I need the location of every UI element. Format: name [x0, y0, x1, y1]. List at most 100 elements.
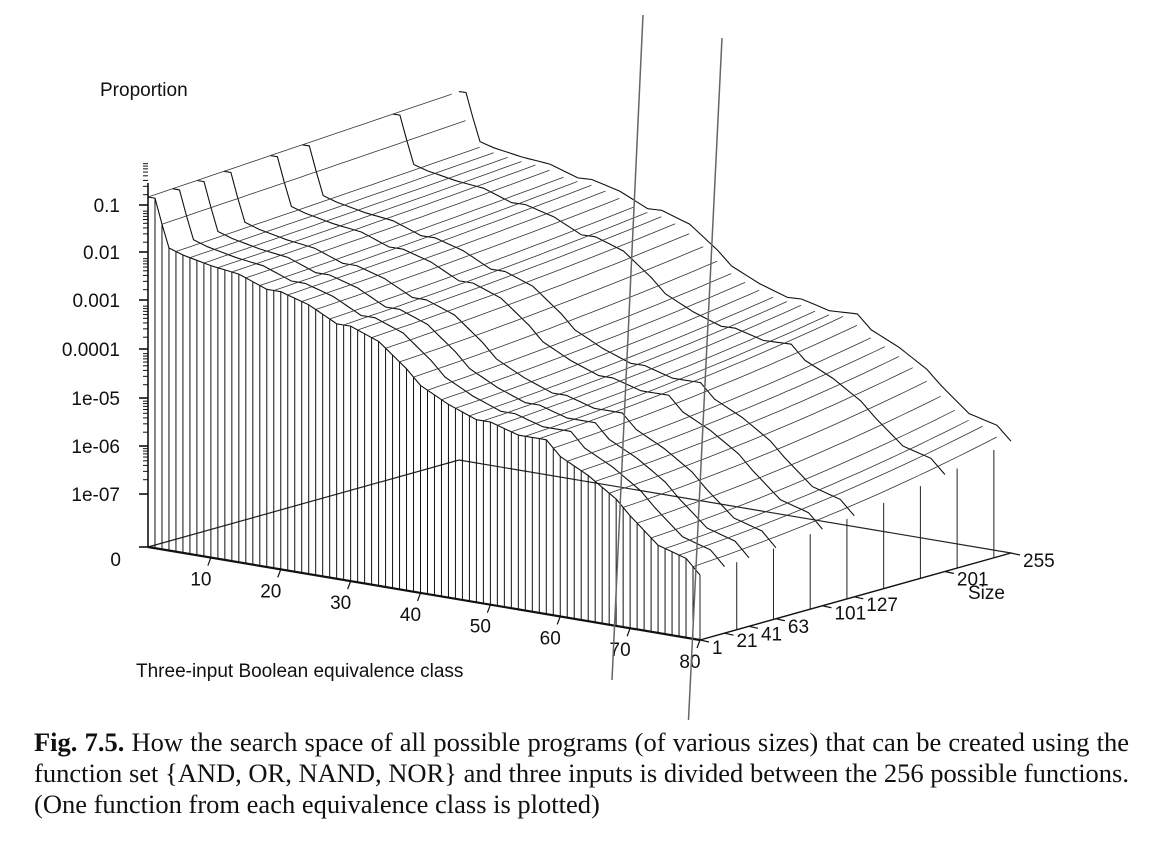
- z-tick-label: 0.001: [72, 291, 120, 312]
- surface-column-line: [371, 223, 676, 338]
- x-tick-mark: [696, 639, 701, 649]
- surface-row-line: [172, 188, 725, 567]
- size-tick-label: 41: [761, 624, 782, 645]
- surface-column-line: [231, 164, 536, 273]
- surface-row-line: [147, 196, 701, 576]
- x-axis-label: Three-input Boolean equivalence class: [136, 661, 463, 682]
- x-tick-mark: [556, 616, 561, 625]
- z-axis-label: Proportion: [100, 80, 188, 101]
- surface-column-line: [692, 436, 997, 568]
- z-tick-label: 0.1: [94, 196, 120, 217]
- x-tick-mark: [486, 604, 491, 613]
- surface-column-line: [413, 260, 718, 378]
- z-tick-label: 1e-05: [71, 389, 120, 410]
- surface-column-line: [469, 296, 774, 417]
- surface-column-line: [427, 273, 732, 391]
- surface-row-line: [458, 91, 1012, 442]
- x-tick-mark: [416, 592, 422, 602]
- size-tick-mark: [775, 618, 786, 622]
- size-tick-label: 101: [834, 604, 866, 625]
- surface-column-line: [525, 314, 830, 437]
- size-tick-label: 255: [1023, 551, 1055, 572]
- surface-column-line: [189, 152, 494, 259]
- size-tick-label: 1: [712, 638, 723, 659]
- surface-row-line: [392, 113, 946, 475]
- figure-number: Fig. 7.5.: [34, 727, 125, 757]
- floor-edge-back: [458, 459, 1012, 554]
- x-tick-label: 10: [190, 570, 211, 591]
- z-axis: 0.1 0.01 0.001 0.0001 1e-05 1e-06 1e-07 0: [62, 163, 149, 571]
- size-tick-mark: [944, 570, 955, 575]
- surface-column-line: [636, 395, 941, 524]
- x-tick-label: 80: [679, 652, 700, 673]
- surface-plot: 0.1 0.01 0.001 0.0001 1e-05 1e-06 1e-07 0 10 20 3…: [62, 14, 1055, 720]
- surface-column-line: [259, 176, 564, 286]
- surface-column-line: [217, 161, 522, 269]
- size-tick-mark: [724, 632, 734, 636]
- z-tick-label: 0.0001: [62, 340, 120, 361]
- size-tick-label: 63: [788, 617, 809, 638]
- surface-column-line: [385, 233, 690, 349]
- x-axis: 10 20 30 40 50 60 70 80: [147, 545, 701, 673]
- surface-column-line: [161, 120, 466, 225]
- x-tick-label: 20: [260, 581, 281, 602]
- surface-column-line: [203, 157, 508, 264]
- surface-column-line: [357, 216, 662, 331]
- x-tick-label: 50: [470, 617, 491, 638]
- size-tick-label: 127: [866, 595, 898, 616]
- surface-column-line: [678, 425, 983, 556]
- surface-column-line: [609, 367, 913, 494]
- surface-column-line: [399, 246, 704, 363]
- y-axis: 1 21 41 63 101 127 201 255: [699, 551, 1055, 659]
- surface-mesh: [147, 91, 1012, 640]
- x-tick-label: 30: [330, 593, 351, 614]
- x-tick-mark: [277, 569, 282, 578]
- surface-column-line: [441, 282, 746, 401]
- size-tick-mark: [854, 596, 864, 600]
- x-tick-mark: [347, 580, 352, 590]
- surface-column-line: [650, 409, 955, 539]
- surface-column-line: [497, 304, 802, 426]
- surface-column-line: [287, 184, 592, 296]
- surface-column-line: [483, 301, 788, 422]
- x-tick-label: 60: [540, 628, 561, 649]
- x-tick-mark: [207, 557, 212, 566]
- x-tick-mark: [626, 628, 631, 637]
- floor-edge-back-left: [147, 459, 460, 548]
- size-tick-label: 201: [957, 569, 989, 590]
- surface-column-line: [329, 206, 634, 320]
- surface-column-line: [567, 337, 872, 462]
- surface-row-line: [196, 179, 750, 559]
- size-tick-label: 21: [736, 631, 757, 652]
- z-tick-label: 0: [110, 550, 121, 571]
- size-tick-mark: [1010, 552, 1021, 556]
- floor-grid: [147, 459, 1012, 554]
- size-tick-mark: [748, 625, 759, 629]
- x-tick-label: 40: [400, 605, 421, 626]
- surface-column-line: [455, 289, 760, 409]
- x-axis-line: [147, 545, 701, 642]
- size-tick-mark: [822, 605, 832, 609]
- surface-column-line: [581, 346, 886, 472]
- surface-column-line: [273, 181, 578, 291]
- surface-row-line: [270, 155, 823, 530]
- figure-caption: Fig. 7.5. How the search space of all po…: [34, 727, 1129, 820]
- surface-column-line: [147, 93, 452, 198]
- size-tick-mark: [699, 639, 710, 643]
- surface-column-line: [301, 190, 606, 302]
- z-tick-label: 1e-07: [71, 485, 120, 506]
- surface-column-line: [595, 356, 899, 482]
- scan-artifact-lines: [611, 14, 723, 720]
- surface-column-line: [511, 310, 816, 433]
- surface-column-line: [315, 198, 620, 310]
- surface-column-line: [664, 419, 969, 549]
- caption-text: How the search space of all possible pro…: [34, 727, 1129, 819]
- x-tick-label: 70: [610, 640, 631, 661]
- surface-row-line: [302, 144, 855, 517]
- surface-row-line: [223, 170, 777, 549]
- surface-column-line: [245, 169, 550, 279]
- z-tick-label: 0.01: [83, 243, 120, 264]
- z-tick-label: 1e-06: [71, 437, 120, 458]
- y-axis-label: Size: [968, 583, 1005, 604]
- surface-column-line: [622, 380, 927, 508]
